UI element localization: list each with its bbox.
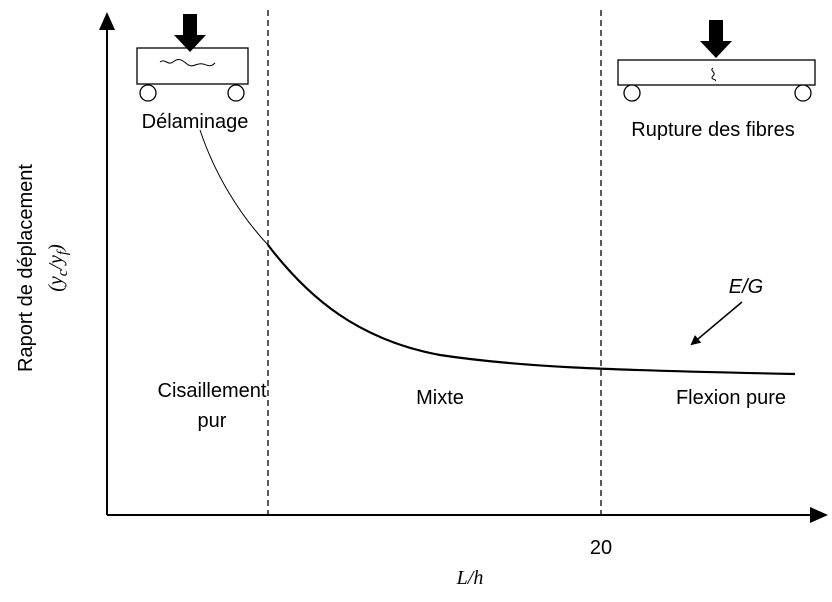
curve (268, 245, 795, 374)
support (624, 85, 640, 101)
load-arrow (709, 20, 723, 42)
symbol-part: /y (45, 255, 67, 271)
case-label: Délaminage (142, 111, 249, 133)
y-arrow (99, 12, 115, 30)
load-arrow-head (700, 41, 732, 58)
region-label: Mixte (416, 387, 464, 409)
support (228, 85, 244, 101)
curve-thin (200, 130, 268, 245)
x-arrow (810, 507, 828, 523)
y-axis-symbol: (yc/yf) (45, 244, 71, 292)
beam (618, 60, 815, 85)
support (140, 85, 156, 101)
y-axis-label: Raport de déplacement (15, 164, 37, 372)
symbol-part: (y (45, 276, 67, 292)
x-axis-label: L/h (456, 567, 484, 589)
curve-label: E/G (729, 276, 763, 298)
page: E/G Délaminage Rupture des fibres Cisail… (0, 0, 832, 602)
support (795, 85, 811, 101)
pointer-arrow (692, 302, 742, 344)
load-arrow (183, 14, 197, 36)
symbol-part: ) (45, 244, 67, 252)
case-label: Rupture des fibres (631, 119, 794, 141)
x-tick-label: 20 (590, 537, 612, 559)
region-label: Flexion pure (676, 387, 786, 409)
region-label: pur (198, 410, 227, 432)
diagram: E/G Délaminage Rupture des fibres Cisail… (0, 0, 832, 597)
region-label: Cisaillement (158, 380, 267, 402)
